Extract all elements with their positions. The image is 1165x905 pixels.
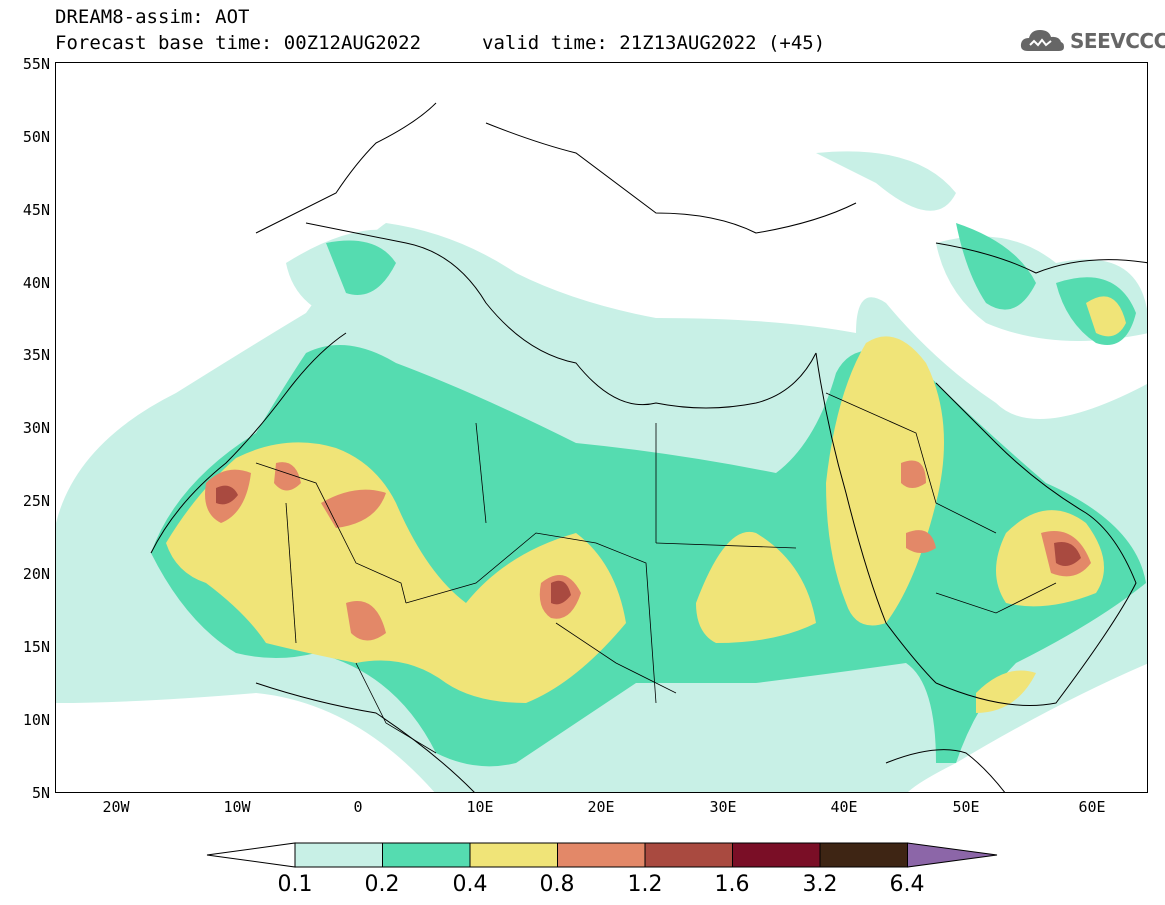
lon-label: 30E [709,798,737,816]
lon-label: 60E [1078,798,1106,816]
lat-label: 35N [22,346,50,364]
colorbar-bin [382,842,471,868]
coastlines [150,102,1147,792]
lon-label: 50E [952,798,980,816]
colorbar-label: 0.8 [539,872,575,897]
lat-label: 50N [22,128,50,146]
lat-label: 45N [22,201,50,219]
lat-label: 40N [22,274,50,292]
map-area [55,62,1148,793]
cloud-icon [1020,30,1064,51]
country-borders [255,392,1057,754]
lat-label: 25N [22,492,50,510]
colorbar-label: 0.2 [364,872,400,897]
lat-label: 10N [22,711,50,729]
seevccc-logo: SEEVCCC [1018,25,1165,55]
colorbar-label: 1.2 [627,872,663,897]
lat-label: 30N [22,419,50,437]
colorbar-high-arrow [907,842,998,868]
lon-label: 10E [466,798,494,816]
colorbar-bin [732,842,821,868]
lat-label: 15N [22,638,50,656]
colorbar-bin [644,842,733,868]
lat-label: 20N [22,565,50,583]
colorbar-label: 1.6 [714,872,750,897]
forecast-base-time: Forecast base time: 00Z12AUG2022 [55,32,422,54]
colorbar-low-arrow [206,842,296,868]
lon-label: 20W [102,798,130,816]
lon-label: 10W [223,798,251,816]
colorbar-bin [819,842,908,868]
lat-label: 5N [31,784,50,802]
lon-label: 40E [830,798,858,816]
lat-label: 55N [22,55,50,73]
logo-text: SEEVCCC [1070,29,1165,53]
aot-layer-0-4 [166,296,1126,713]
colorbar-label: 3.2 [802,872,838,897]
colorbar-label: 0.1 [277,872,313,897]
aot-map [56,102,1147,792]
colorbar-bin [294,842,383,868]
colorbar-label: 6.4 [889,872,925,897]
aot-layer-1-2 [216,485,1081,605]
valid-time: valid time: 21Z13AUG2022 (+45) [482,32,826,54]
map-title: DREAM8-assim: AOT [55,6,250,28]
colorbar-bin [469,842,558,868]
colorbar [206,842,998,868]
colorbar-bin [557,842,646,868]
lon-label: 20E [587,798,615,816]
colorbar-label: 0.4 [452,872,488,897]
lon-label: 0 [353,798,363,816]
